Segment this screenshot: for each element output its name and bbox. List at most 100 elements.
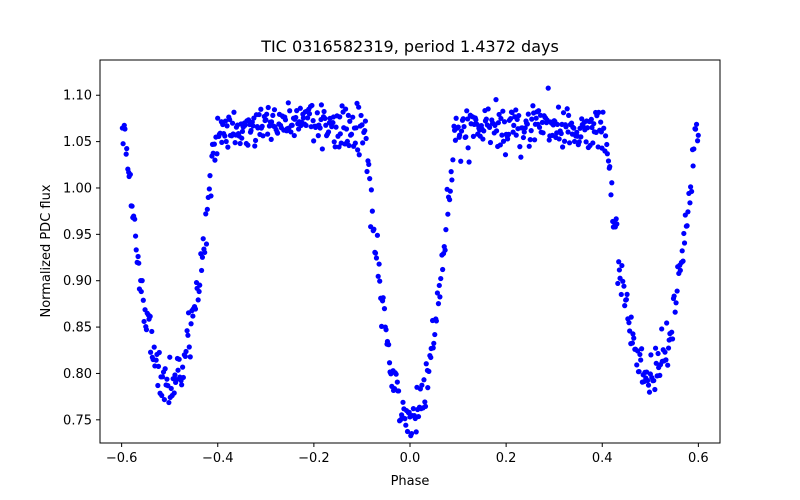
x-tick-label: −0.6	[106, 451, 138, 466]
data-point	[239, 135, 245, 141]
data-point	[212, 157, 218, 163]
y-tick-label: 0.95	[63, 228, 92, 243]
data-point	[447, 197, 453, 203]
data-point	[406, 409, 412, 415]
data-point	[431, 340, 437, 346]
x-axis-ticks: −0.6 −0.4 −0.2 0.0 0.2 0.4 0.6	[106, 443, 709, 466]
data-point	[140, 297, 146, 303]
data-point	[350, 114, 356, 120]
data-point	[356, 152, 362, 158]
data-point	[486, 124, 493, 130]
data-point	[609, 180, 615, 186]
data-point	[374, 232, 381, 238]
data-point	[156, 349, 162, 356]
data-point	[522, 125, 528, 131]
data-point	[348, 131, 355, 137]
data-point	[239, 128, 246, 135]
data-point	[336, 144, 342, 150]
data-point	[159, 374, 166, 380]
data-point	[545, 85, 551, 91]
data-point	[505, 136, 511, 142]
data-point	[546, 137, 552, 143]
data-point	[652, 345, 659, 351]
data-point	[500, 138, 507, 144]
data-point	[380, 295, 386, 301]
data-point	[558, 130, 564, 137]
data-point	[605, 158, 612, 164]
data-point	[628, 314, 634, 320]
data-point	[330, 120, 336, 126]
data-point	[535, 108, 542, 114]
data-point	[644, 377, 651, 384]
data-point	[362, 118, 369, 124]
data-point	[250, 123, 256, 129]
data-point	[249, 119, 255, 125]
data-point	[303, 122, 309, 129]
data-point	[151, 344, 157, 350]
data-point	[153, 357, 159, 363]
data-point	[681, 240, 688, 246]
data-point	[367, 176, 373, 182]
data-point	[684, 223, 690, 229]
data-point	[285, 100, 291, 106]
data-point	[506, 131, 512, 137]
data-point	[265, 104, 271, 111]
data-point	[270, 112, 276, 118]
data-point	[132, 216, 138, 222]
data-point	[530, 103, 536, 109]
data-point	[604, 151, 610, 157]
y-tick-label: 1.05	[63, 135, 92, 150]
data-point	[634, 362, 640, 368]
data-point	[474, 121, 480, 127]
data-point	[377, 278, 383, 284]
data-point	[638, 357, 644, 363]
data-point	[337, 114, 343, 120]
data-point	[135, 253, 141, 260]
data-point	[332, 144, 338, 150]
data-point	[511, 122, 517, 128]
data-point	[536, 124, 543, 130]
data-point	[376, 261, 382, 267]
data-point	[600, 109, 606, 115]
data-point	[310, 118, 316, 124]
data-point	[480, 136, 486, 142]
data-point	[252, 143, 258, 149]
data-point	[215, 115, 221, 121]
data-point	[187, 354, 193, 360]
data-point	[672, 309, 678, 315]
data-point	[359, 122, 365, 128]
data-point	[366, 161, 372, 167]
data-point	[309, 102, 315, 109]
data-point	[564, 106, 570, 112]
data-point	[259, 123, 265, 129]
data-point	[372, 250, 379, 256]
data-point	[179, 382, 185, 388]
data-point	[526, 143, 532, 149]
data-point	[452, 137, 459, 143]
data-point	[576, 139, 582, 145]
data-point	[457, 132, 463, 138]
data-point	[501, 119, 508, 125]
data-point	[180, 374, 186, 381]
data-point	[437, 294, 443, 300]
data-point	[183, 348, 189, 355]
chart-title: TIC 0316582319, period 1.4372 days	[260, 37, 559, 56]
data-point	[629, 340, 636, 346]
data-point	[689, 188, 695, 195]
data-point	[198, 267, 205, 274]
data-point	[499, 132, 505, 138]
data-point	[527, 137, 533, 143]
data-point	[440, 266, 446, 273]
data-point	[637, 351, 643, 358]
x-tick-label: 0.0	[400, 451, 421, 466]
data-point	[141, 318, 147, 325]
data-point	[333, 124, 339, 130]
data-point	[566, 140, 573, 146]
data-point	[465, 116, 471, 122]
data-point	[208, 193, 214, 199]
data-point	[147, 349, 154, 355]
data-point	[584, 125, 591, 131]
data-point	[571, 125, 577, 131]
data-point	[180, 364, 186, 370]
data-point	[306, 111, 313, 117]
